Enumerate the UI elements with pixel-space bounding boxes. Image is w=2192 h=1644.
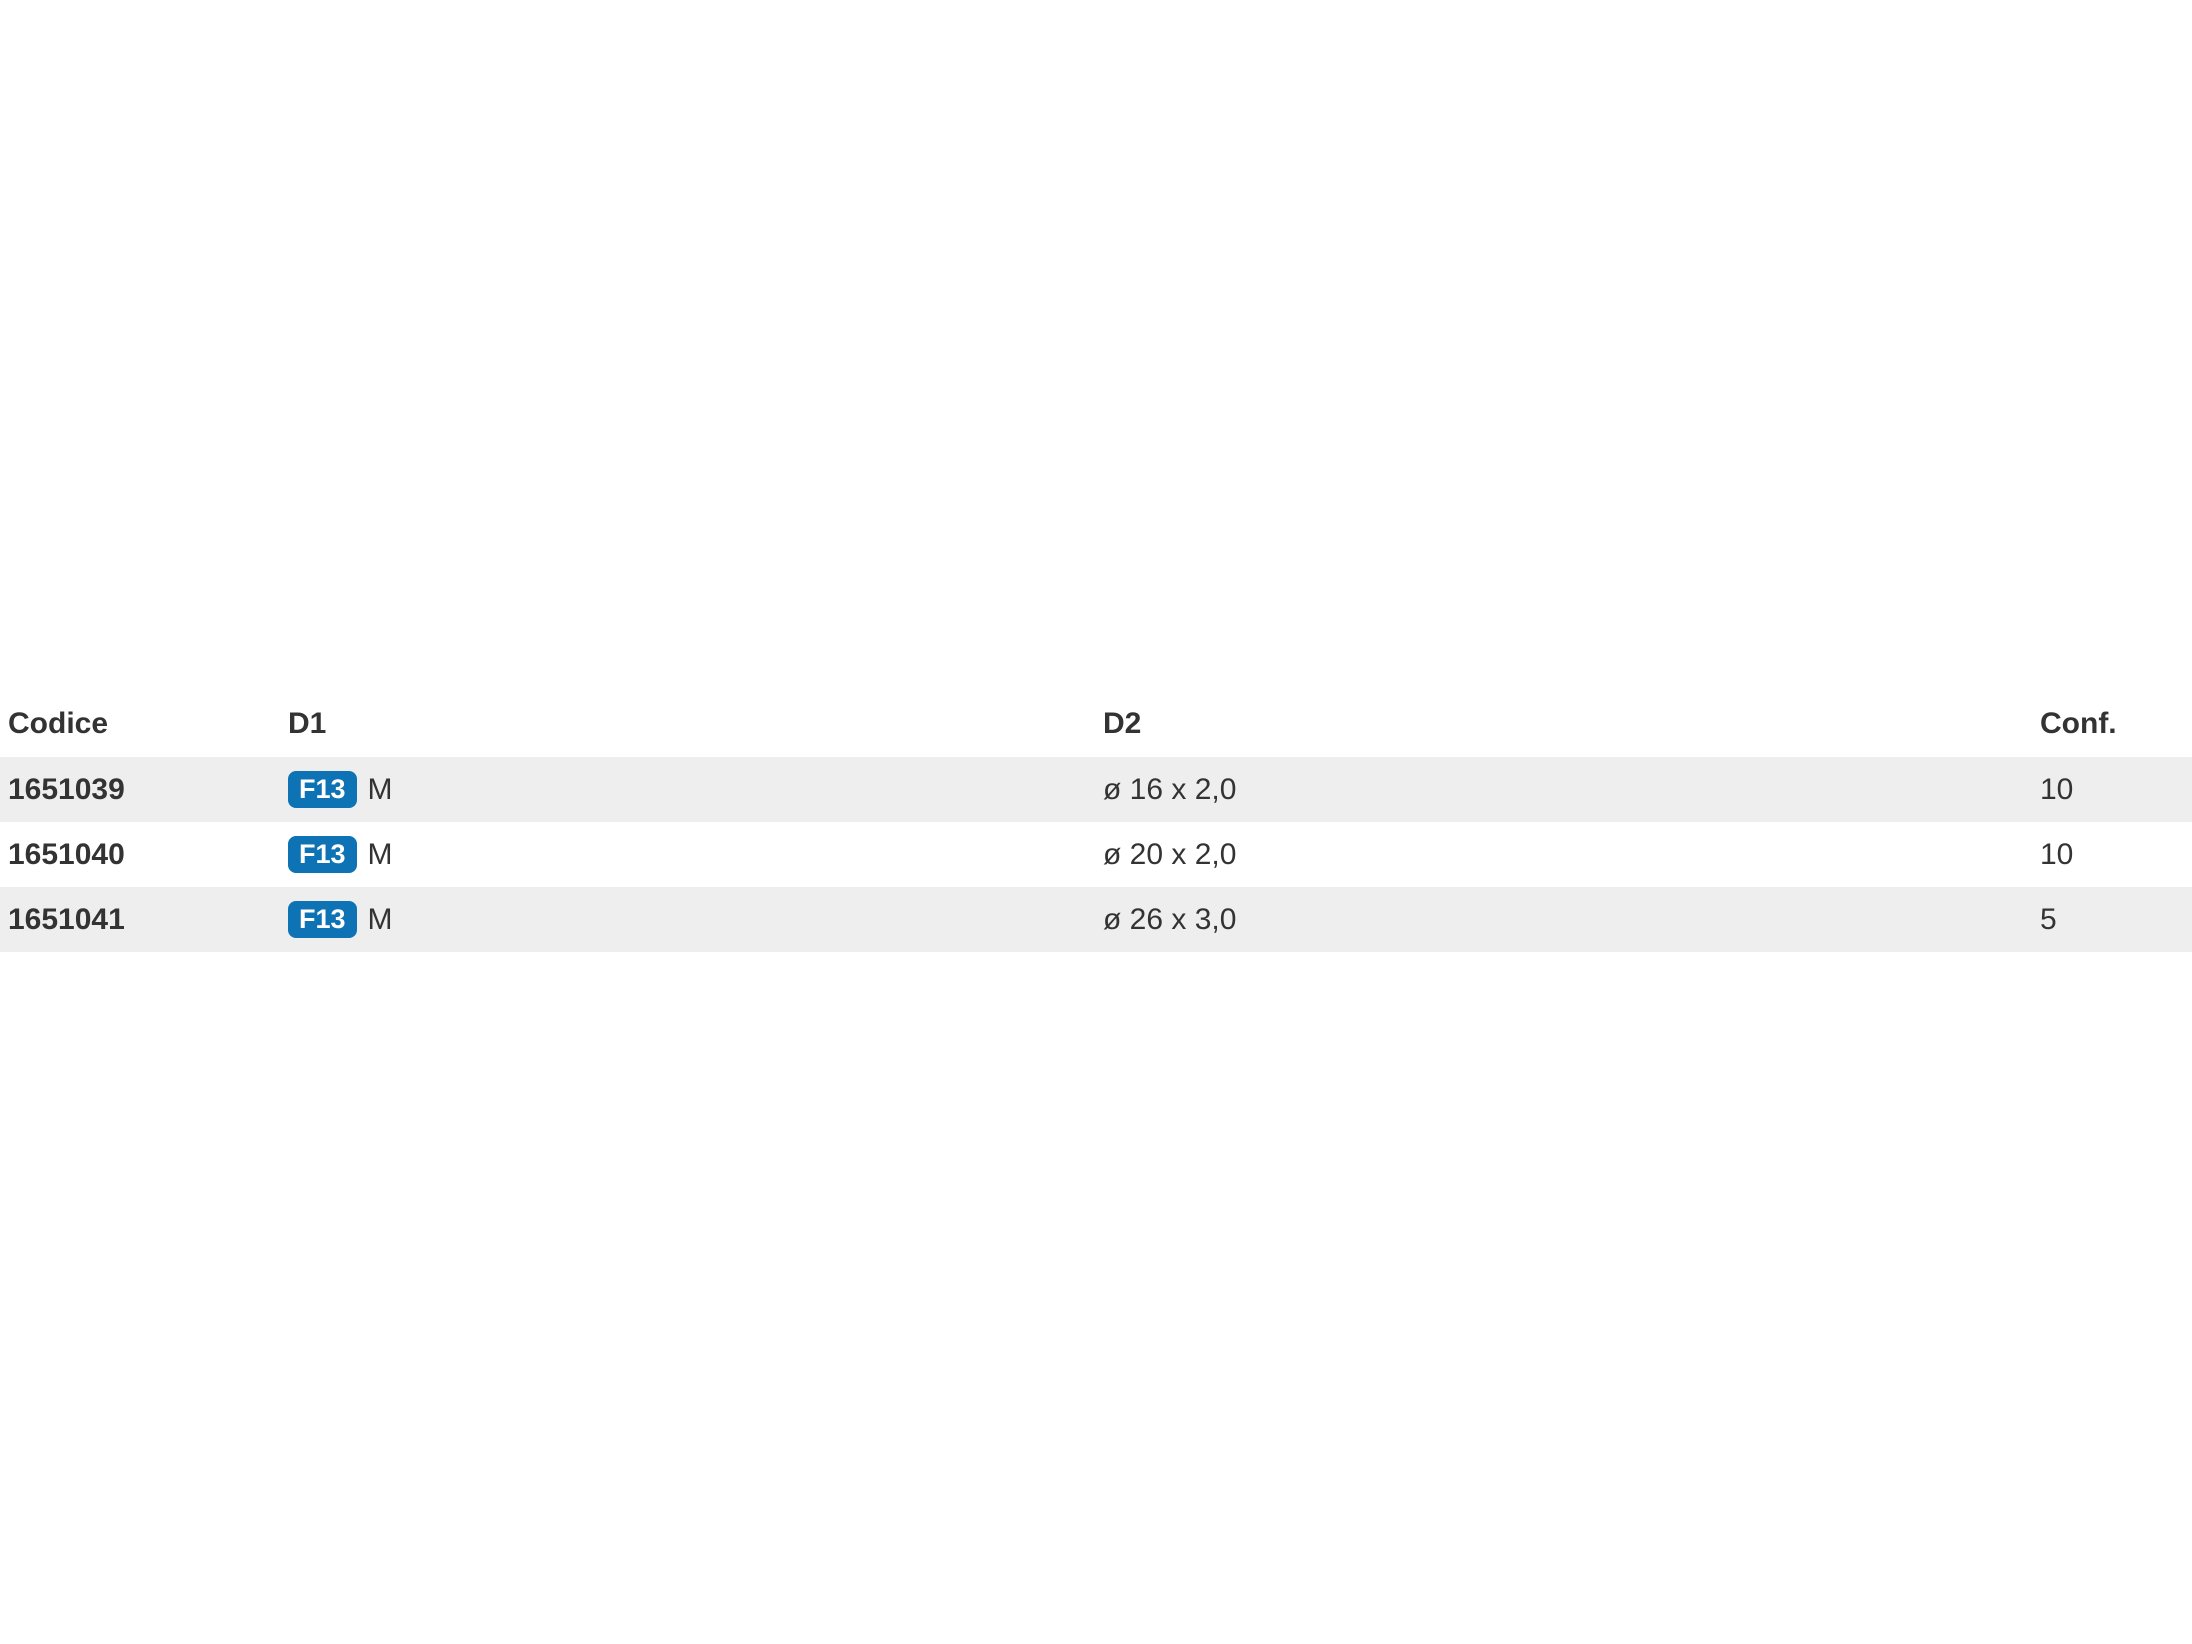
- table-row: 1651040 F13 M ø 20 x 2,0 10: [0, 822, 2192, 887]
- column-header-conf: Conf.: [2040, 706, 2117, 740]
- d1-cell: F13 M: [280, 836, 1095, 873]
- d2-value: ø 20 x 2,0: [1103, 837, 1237, 871]
- f13-badge[interactable]: F13: [288, 771, 357, 808]
- d1-cell: F13 M: [280, 901, 1095, 938]
- table-header-row: Codice D1 D2 Conf.: [0, 690, 2192, 757]
- d1-value: M: [367, 772, 393, 806]
- codice-value: 1651039: [8, 772, 125, 806]
- d1-value: M: [367, 902, 393, 936]
- conf-value: 10: [2040, 837, 2074, 871]
- column-header-codice: Codice: [8, 706, 109, 740]
- product-table: Codice D1 D2 Conf. 1651039 F13 M ø 16 x …: [0, 690, 2192, 952]
- d2-value: ø 26 x 3,0: [1103, 902, 1237, 936]
- d1-cell: F13 M: [280, 771, 1095, 808]
- column-header-d2: D2: [1103, 706, 1142, 740]
- codice-value: 1651041: [8, 902, 125, 936]
- table-row: 1651039 F13 M ø 16 x 2,0 10: [0, 757, 2192, 822]
- d2-value: ø 16 x 2,0: [1103, 772, 1237, 806]
- f13-badge[interactable]: F13: [288, 836, 357, 873]
- d1-value: M: [367, 837, 393, 871]
- table-row: 1651041 F13 M ø 26 x 3,0 5: [0, 887, 2192, 952]
- column-header-d1: D1: [288, 706, 327, 740]
- conf-value: 10: [2040, 772, 2074, 806]
- codice-value: 1651040: [8, 837, 125, 871]
- f13-badge[interactable]: F13: [288, 901, 357, 938]
- conf-value: 5: [2040, 902, 2057, 936]
